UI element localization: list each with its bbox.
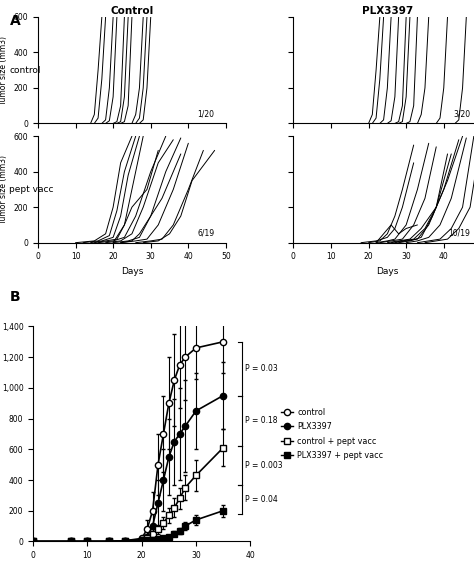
Text: 10/19: 10/19 <box>448 228 470 237</box>
Text: P = 0.03: P = 0.03 <box>246 364 278 373</box>
Title: PLX3397: PLX3397 <box>362 6 413 16</box>
Y-axis label: Tumor size (mm3): Tumor size (mm3) <box>0 155 8 224</box>
Text: control: control <box>9 65 41 74</box>
Y-axis label: Tumor size (mm3): Tumor size (mm3) <box>0 36 8 105</box>
Legend: control, PLX3397, control + pept vacc, PLX3397 + pept vacc: control, PLX3397, control + pept vacc, P… <box>281 408 383 460</box>
Text: P = 0.04: P = 0.04 <box>246 495 278 504</box>
Text: 1/20: 1/20 <box>198 109 215 118</box>
Text: P = 0.003: P = 0.003 <box>246 461 283 470</box>
Text: P = 0.18: P = 0.18 <box>246 416 278 425</box>
Text: pept vacc: pept vacc <box>9 185 54 194</box>
X-axis label: Days: Days <box>121 267 143 276</box>
Text: B: B <box>9 290 20 305</box>
Text: 3/20: 3/20 <box>453 109 470 118</box>
X-axis label: Days: Days <box>376 267 399 276</box>
Title: Control: Control <box>110 6 154 16</box>
Text: 6/19: 6/19 <box>198 228 215 237</box>
Text: A: A <box>9 14 20 28</box>
